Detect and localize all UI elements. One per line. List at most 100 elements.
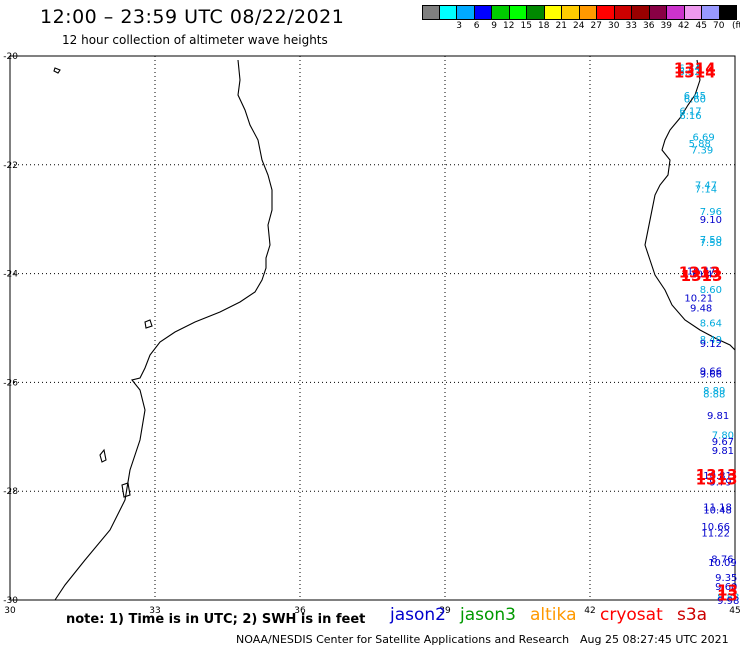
scale-label: 70 — [713, 21, 725, 31]
wave-height-value: 7.80 — [712, 431, 734, 442]
scale-label: 42 — [678, 21, 690, 31]
map-subtitle: 12 hour collection of altimeter wave hei… — [62, 33, 328, 47]
wave-height-value: 9.81 — [712, 446, 734, 457]
wave-height-value: 7.96 — [700, 207, 722, 218]
island-2 — [99, 448, 107, 463]
wave-height-value: 1313 — [681, 267, 723, 285]
scale-label: 33 — [625, 21, 637, 31]
wave-height-value: 1313 — [696, 470, 738, 488]
wave-height-value: 8.60 — [700, 285, 722, 296]
wave-height-value: 8.88 — [717, 593, 739, 604]
generated-timestamp: Aug 25 08:27:45 UTC 2021 — [580, 633, 729, 646]
wave-height-value: 9.98 — [717, 596, 739, 607]
wave-height-value: 9.35 — [715, 573, 737, 584]
wave-height-value: 6.45 — [684, 91, 706, 102]
wave-height-value: 7.47 — [695, 180, 717, 191]
wave-height-value: 6.17 — [679, 106, 701, 117]
footer-note: note: 1) Time is in UTC; 2) SWH is in fe… — [66, 612, 366, 627]
scale-label: 45 — [695, 21, 707, 31]
wave-height-value: 7.58 — [700, 238, 722, 249]
scale-swatch: 42 — [667, 5, 690, 31]
wave-height-color-scale: 3 6 9 12 15 18 21 24 27 30 33 36 39 42 45 70 — [422, 5, 737, 31]
legend-jason3: jason3 — [460, 605, 516, 625]
scale-label: 9 — [491, 21, 497, 31]
wave-height-value: 9.66 — [700, 366, 722, 377]
scale-swatch: 45 — [684, 5, 707, 31]
madagascar-coastline — [644, 59, 736, 351]
wave-height-value: 6.69 — [692, 133, 714, 144]
scale-swatch: 3 — [439, 5, 462, 31]
scale-swatch: 70 — [702, 5, 725, 31]
scale-swatch: 24 — [562, 5, 585, 31]
island-1 — [53, 67, 61, 74]
wave-height-value: 10.21 — [684, 294, 713, 305]
wave-height-value: 10.09 — [708, 558, 737, 569]
longitude-tick-label: 39 — [439, 606, 451, 616]
latitude-tick-label: -30 — [3, 596, 18, 606]
wave-height-value: 7.50 — [700, 235, 722, 246]
island-3 — [121, 482, 131, 498]
wave-height-value: 1314 — [674, 60, 716, 78]
wave-height-value: 11.22 — [701, 529, 730, 540]
wave-height-value: 8.76 — [711, 555, 733, 566]
wave-height-value: 9.60 — [715, 582, 737, 593]
wave-height-value: 9.66 — [700, 370, 722, 381]
scale-swatch: 27 — [579, 5, 602, 31]
coastline — [53, 59, 736, 601]
scale-label: 27 — [590, 21, 602, 31]
scale-swatch — [719, 5, 737, 20]
longitude-tick-label: 33 — [149, 606, 160, 616]
scale-swatch: 21 — [544, 5, 567, 31]
wave-height-value: 1313 — [679, 264, 721, 282]
latitude-tick-label: -24 — [3, 270, 18, 280]
scale-swatch: 36 — [632, 5, 655, 31]
scale-label: 6 — [473, 21, 480, 31]
longitude-tick-label: 42 — [584, 606, 595, 616]
scale-swatch: 39 — [649, 5, 672, 31]
grid-lines — [10, 56, 735, 600]
scale-swatch: 18 — [527, 5, 550, 31]
wave-height-value: 7.39 — [691, 146, 713, 157]
scale-swatch: 30 — [597, 5, 620, 31]
latitude-tick-label: -26 — [3, 378, 18, 388]
scale-swatch: 6 — [457, 5, 480, 31]
wave-height-value: 13 — [717, 587, 738, 605]
longitude-labels: 30 33 36 39 42 45 — [4, 606, 740, 616]
scale-swatch: 15 — [509, 5, 532, 31]
scale-swatch — [422, 5, 440, 20]
scale-swatch: 33 — [614, 5, 637, 31]
scale-swatch: 9 — [474, 5, 497, 31]
legend-altika: altika — [530, 605, 577, 625]
credit-line: NOAA/NESDIS Center for Satellite Applica… — [236, 633, 570, 646]
wave-height-value: 9.79 — [709, 477, 731, 488]
wave-height-value: 13 — [717, 581, 738, 599]
latitude-tick-label: -20 — [3, 52, 18, 62]
scale-label: 24 — [573, 21, 585, 31]
africa-coastline — [54, 59, 273, 601]
scale-label: 36 — [643, 21, 655, 31]
scale-label: 18 — [538, 21, 550, 31]
wave-height-value: 8.88 — [703, 389, 725, 400]
wave-height-value: 1313 — [696, 466, 738, 484]
wave-height-value: 6.52 — [678, 67, 700, 78]
legend-s3a: s3a — [677, 605, 708, 625]
legend-jason2: jason2 — [390, 605, 446, 625]
wave-height-value: 10.47 — [690, 270, 719, 281]
scale-label: 12 — [503, 21, 515, 31]
wave-height-value: 11.18 — [703, 502, 732, 513]
legend-cryosat: cryosat — [600, 605, 663, 625]
latitude-labels: -20 -22 -24 -26 -28 -30 — [3, 52, 18, 606]
wave-height-value: 9.10 — [700, 215, 722, 226]
wave-height-value: 8.49 — [700, 335, 722, 346]
wave-height-value: 9.12 — [700, 339, 722, 350]
wave-height-value: 1314 — [674, 63, 716, 81]
wave-height-value: 7.14 — [695, 185, 717, 196]
scale-swatch: 12 — [492, 5, 515, 31]
wave-height-value: 10.48 — [703, 506, 732, 517]
scale-label: 15 — [520, 21, 532, 31]
scale-label: 3 — [456, 21, 462, 31]
wave-height-value: 10.47 — [687, 266, 716, 277]
wave-height-value: 10.66 — [701, 522, 730, 533]
map-frame — [9, 55, 736, 601]
